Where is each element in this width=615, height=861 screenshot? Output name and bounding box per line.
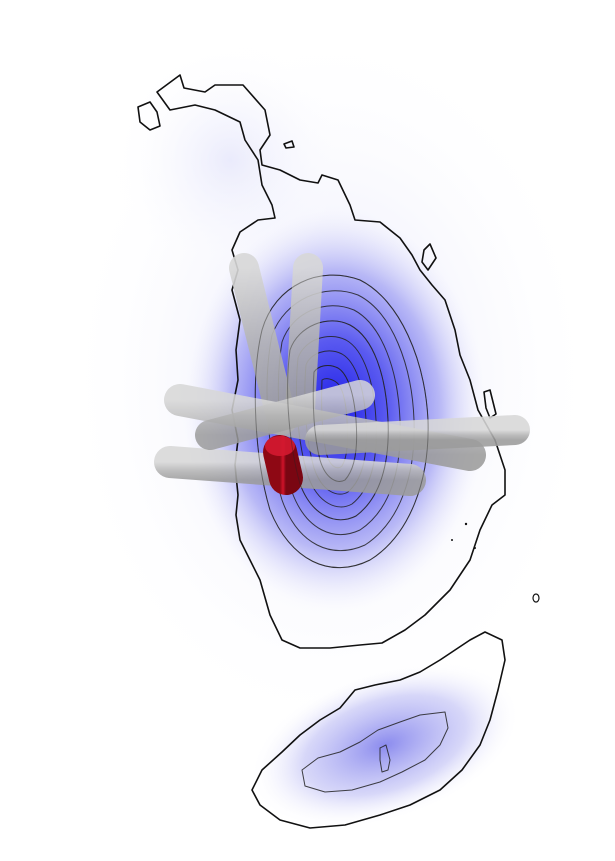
rod-model [136,253,530,496]
rod-vertical-right [285,253,323,425]
speck-1 [464,522,468,526]
lower-core-contour [379,744,391,773]
island-contour-left [137,101,161,131]
lower-inner-contour [301,711,449,793]
island-dot [532,593,540,603]
island-contour-right [421,243,437,271]
lower-outer-contour [251,631,506,829]
red-highlight-rod [263,435,303,495]
rod-diagonal-right [305,415,530,455]
speck-2 [451,539,453,541]
island-contour-far-right [483,389,497,419]
island-contour-small [283,140,295,149]
rod-diagonal-cross [195,380,375,450]
overlay-contours [254,274,429,569]
speck-3 [474,547,476,549]
outer-contour [156,74,506,649]
